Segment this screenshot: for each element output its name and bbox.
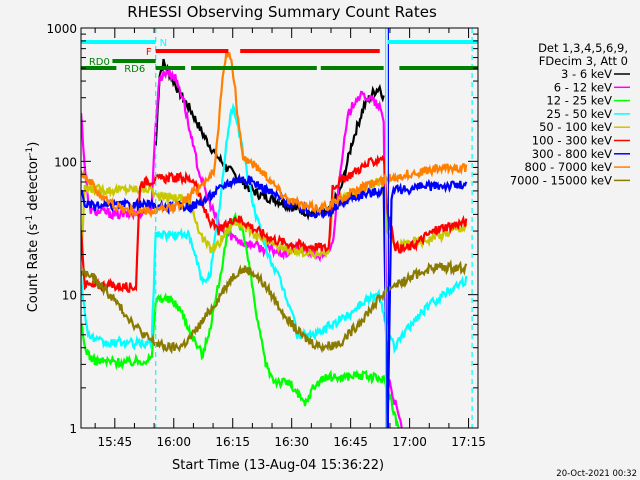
y-axis-label-exp1: -1 (25, 215, 35, 224)
annotations: NF RD0 RD6 (81, 28, 478, 428)
legend-label-50-100-kev: 50 - 100 keV (539, 120, 612, 134)
legend-header-line-1: Det 1,3,4,5,6,9, (538, 41, 628, 55)
state-bar-label-rd6: RD6 (124, 64, 145, 75)
legend-label-3-6-kev: 3 - 6 keV (561, 67, 612, 81)
series-line-7000-15000-kev (81, 259, 468, 355)
legend-label-6-12-kev: 6 - 12 keV (554, 80, 612, 94)
series-line-12-25-kev (81, 211, 400, 428)
y-axis-label-mid: detector (26, 155, 41, 215)
state-bar-label-n: N (160, 38, 167, 49)
y-tick-label-1000: 1000 (46, 22, 77, 36)
series-line-25-50-kev (81, 102, 468, 355)
legend-label-300-800-kev: 300 - 800 keV (532, 147, 612, 161)
x-tick-label-1600: 16:00 (156, 435, 191, 449)
x-tick-label-1700: 17:00 (392, 435, 427, 449)
series-line-300-800-kev (81, 172, 468, 428)
legend-header-line-2: FDecim 3, Att 0 (539, 54, 628, 68)
legend-label-100-300-kev: 100 - 300 keV (532, 134, 612, 148)
legend: Det 1,3,4,5,6,9, FDecim 3, Att 0 3 - 6 k… (510, 41, 630, 187)
plot-frame (80, 27, 479, 429)
state-bar-label-rd0: RD0 (89, 57, 110, 68)
series-line-800-7000-kev (81, 50, 468, 219)
series-line-3-6-kev (154, 58, 385, 221)
x-tick-label-1545: 15:45 (98, 435, 133, 449)
series-line-50-100-kev (81, 177, 468, 261)
y-axis-label-main: Count Rate (s (26, 224, 41, 313)
x-tick-label-1630: 16:30 (274, 435, 309, 449)
x-tick-label-1645: 16:45 (333, 435, 368, 449)
series-line-100-300-kev (81, 154, 468, 294)
y-axis-label: Count Rate (s-1 detector-1) (25, 142, 41, 313)
axes: 1 10 100 1000 15:45 16:00 16:15 16:30 16:45 17:00… (46, 22, 485, 449)
legend-label-800-7000-kev: 800 - 7000 keV (524, 160, 612, 174)
y-tick-label-100: 100 (54, 155, 77, 169)
footer-date: 20-Oct-2021 00:32 (556, 469, 637, 479)
legend-label-7000-15000-kev: 7000 - 15000 keV (510, 173, 612, 187)
y-axis-label-exp2: -1 (25, 147, 35, 156)
state-bar-label-f: F (146, 47, 152, 58)
chart-title: RHESSI Observing Summary Count Rates (127, 3, 437, 21)
x-tick-label-1615: 16:15 (215, 435, 250, 449)
legend-label-12-25-kev: 12 - 25 keV (546, 94, 612, 108)
y-tick-label-10: 10 (62, 289, 77, 303)
x-axis-label: Start Time (13-Aug-04 15:36:22) (172, 458, 384, 473)
y-tick-label-1: 1 (69, 422, 77, 436)
x-tick-label-1715: 17:15 (451, 435, 486, 449)
series-lines (81, 50, 468, 428)
y-axis-label-end: ) (26, 142, 41, 147)
legend-label-25-50-kev: 25 - 50 keV (546, 107, 612, 121)
